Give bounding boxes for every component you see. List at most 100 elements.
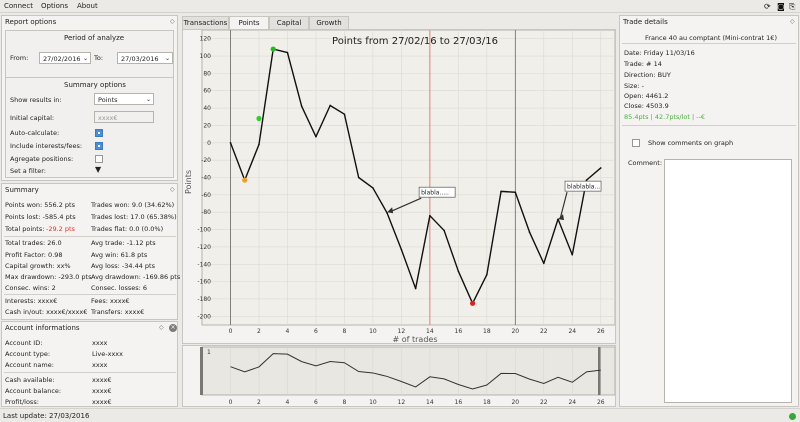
show-results-select[interactable]: Points ⌄ <box>94 93 154 105</box>
range-selector-right-handle[interactable] <box>598 347 601 395</box>
data-point <box>386 212 388 214</box>
fees: Fees: xxxx€ <box>91 297 130 305</box>
panel-float-icon[interactable]: ◇ <box>790 18 795 25</box>
panel-float-icon[interactable]: ◇ <box>170 18 175 25</box>
from-label: From: <box>10 54 29 62</box>
divider <box>4 294 176 295</box>
x-tick-label: 4 <box>286 328 290 335</box>
from-date-value: 27/02/2016 <box>43 55 81 63</box>
x-tick-label: 16 <box>455 328 463 335</box>
close-icon[interactable]: × <box>169 324 177 332</box>
overview-x-tick-label: 6 <box>314 399 318 406</box>
tab-growth[interactable]: Growth <box>309 16 349 29</box>
y-tick-label: 60 <box>203 88 211 95</box>
data-point <box>286 51 289 54</box>
overview-x-tick-label: 0 <box>229 399 233 406</box>
show-comments-checkbox[interactable] <box>632 139 640 147</box>
x-tick-label: 2 <box>257 328 261 335</box>
total-trades: Total trades: 26.0 <box>5 239 62 247</box>
profit-loss-value: xxxx€ <box>92 398 112 406</box>
cash-available-value: xxxx€ <box>92 376 112 384</box>
chart-area: blabla..... blablabla... 0 2 4 6 8 10 12 14 16 18 2… <box>182 29 616 344</box>
avg-drawdown: Avg drawdown: -169.86 pts <box>91 273 181 281</box>
y-tick-label: -100 <box>197 227 211 234</box>
y-tick-label: 100 <box>200 53 212 60</box>
from-date-field[interactable]: 27/02/2016 ⌄ <box>39 52 91 64</box>
annotation-arrow <box>388 197 422 213</box>
total-points-value: -29.2 pts <box>46 225 75 233</box>
consec-wins: Consec. wins: 2 <box>5 284 56 292</box>
status-bar: Last update: 27/03/2016 <box>0 408 800 422</box>
panel-float-icon[interactable]: ◇ <box>170 186 175 193</box>
x-tick-label: 14 <box>426 328 434 335</box>
filter-icon[interactable]: ▼ <box>95 165 102 174</box>
trades-lost: Trades lost: 17.0 (65.38%) <box>91 213 177 221</box>
y-tick-label: -80 <box>201 209 211 216</box>
data-point <box>585 179 588 181</box>
overview-x-tick-label: 12 <box>398 399 406 406</box>
overview-y-tick: 1 <box>207 349 211 356</box>
capital-growth: Capital growth: xx% <box>5 262 71 270</box>
include-interests-checkbox[interactable] <box>95 142 103 150</box>
overview-x-tick-labels: 0 2 4 6 8 10 12 14 16 18 20 22 24 26 <box>229 399 605 406</box>
menu-options[interactable]: Options <box>41 2 69 10</box>
x-tick-label: 22 <box>540 328 548 335</box>
tab-capital[interactable]: Capital <box>269 16 309 29</box>
aggregate-checkbox[interactable] <box>95 155 103 163</box>
to-date-field[interactable]: 27/03/2016 ⌄ <box>117 52 173 64</box>
trade-marker <box>270 46 276 52</box>
y-tick-label: 20 <box>203 122 211 129</box>
y-tick-label: -200 <box>197 313 211 320</box>
include-interests-label: Include interests/fees: <box>10 142 83 150</box>
y-axis-label: Points <box>184 170 193 194</box>
annotation-arrowhead <box>558 214 565 221</box>
avg-trade: Avg trade: -1.12 pts <box>91 239 156 247</box>
overview-x-tick-label: 22 <box>540 399 548 406</box>
data-point <box>372 187 374 189</box>
points-chart[interactable]: blabla.....blablabla... 0 2 4 6 8 10 12 14 16 18 2… <box>183 30 615 343</box>
range-selector-left-handle[interactable] <box>200 347 203 395</box>
x-tick-label: 10 <box>369 328 377 335</box>
comment-textarea[interactable] <box>664 159 792 403</box>
menu-connect[interactable]: Connect <box>4 2 33 10</box>
tab-transactions[interactable]: Transactions <box>182 16 229 29</box>
annotation-text: blabla..... <box>421 190 449 197</box>
overview-x-tick-label: 4 <box>286 399 290 406</box>
last-update: Last update: 27/03/2016 <box>3 412 90 420</box>
filter-label: Set a filter: <box>10 167 46 175</box>
export-icon[interactable]: ⎘ <box>789 2 796 11</box>
account-balance-value: xxxx€ <box>92 387 112 395</box>
account-id-value: xxxx <box>92 339 108 347</box>
data-point <box>315 135 317 138</box>
tab-points[interactable]: Points <box>229 16 269 29</box>
trade-details-panel: Trade details ◇ France 40 au comptant (M… <box>619 15 799 407</box>
annotation-box <box>418 186 456 198</box>
x-axis-label: # of trades <box>393 335 438 343</box>
trade-result: 85.4pts | 42.7pts/lot | --€ <box>624 113 706 121</box>
overview-chart[interactable]: 0 2 4 6 8 10 12 14 16 18 20 22 24 26 1 <box>183 346 615 406</box>
annotation-arrow <box>559 191 568 220</box>
trades-flat: Trades flat: 0.0 (0.0%) <box>91 225 164 233</box>
grid <box>202 30 615 325</box>
transfers: Transfers: xxxx€ <box>91 308 145 316</box>
refresh-icon[interactable]: ⟳ <box>764 2 771 11</box>
x-tick-label: 8 <box>342 328 346 335</box>
overview-series-line <box>230 347 602 395</box>
data-point <box>457 270 460 273</box>
account-title: Account informations <box>5 324 80 332</box>
y-tick-label: -120 <box>197 244 211 251</box>
avg-win: Avg win: 61.8 pts <box>91 251 148 259</box>
x-tick-label: 24 <box>568 328 576 335</box>
overview-polyline <box>230 353 601 390</box>
camera-icon[interactable]: ◙ <box>777 2 785 11</box>
trade-open: Open: 4461.2 <box>624 92 669 100</box>
menu-about[interactable]: About <box>77 2 98 10</box>
period-title: Period of analyze <box>64 34 125 42</box>
initial-capital-input[interactable]: xxxx€ <box>94 111 154 123</box>
auto-calculate-checkbox[interactable] <box>95 129 103 137</box>
panel-float-icon[interactable]: ◇ <box>159 324 164 331</box>
divider <box>622 125 796 126</box>
data-point <box>258 143 260 146</box>
auto-calculate-label: Auto-calculate: <box>10 129 60 137</box>
trade-number: Trade: # 14 <box>624 60 662 68</box>
